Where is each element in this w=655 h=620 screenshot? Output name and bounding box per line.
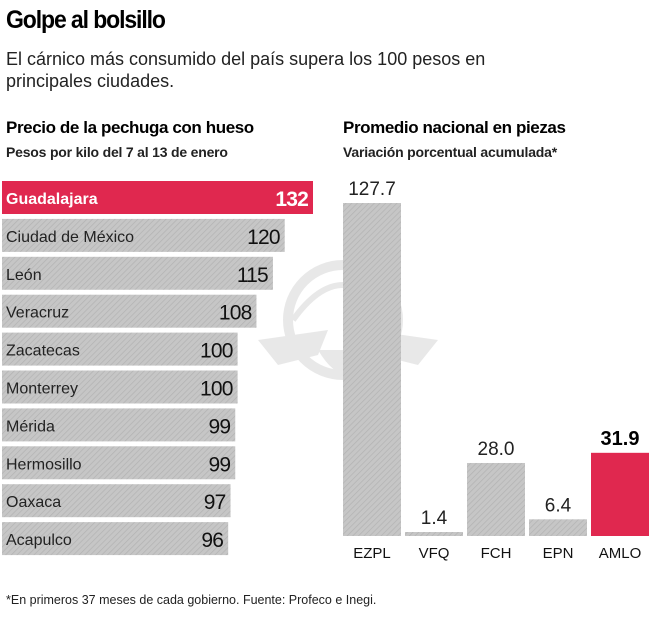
bar-label: León: [6, 267, 42, 284]
bar-value: 97: [204, 491, 226, 514]
page-title: Golpe al bolsillo: [6, 6, 166, 34]
bar-7: [2, 446, 236, 480]
column-value: 6.4: [545, 495, 572, 516]
bar-value: 96: [201, 529, 223, 552]
bar-3: [2, 294, 257, 328]
bar-label: Veracruz: [6, 305, 69, 322]
column-label: EZPL: [353, 545, 391, 562]
right-chart-subtitle: Variación porcentual acumulada*: [343, 144, 557, 160]
column-4: [591, 452, 649, 536]
bar-label: Ciudad de México: [6, 229, 134, 246]
bar-value: 108: [219, 302, 252, 325]
page-subtitle: El cárnico más consumido del país supera…: [6, 49, 486, 91]
bar-5: [2, 370, 238, 404]
column-label: VFQ: [419, 545, 450, 562]
bar-label: Guadalajara: [6, 191, 98, 208]
column-3: [529, 519, 587, 536]
right-chart-title: Promedio nacional en piezas: [343, 118, 566, 137]
bar-9: [2, 522, 229, 556]
bar-4: [2, 332, 238, 366]
column-label: EPN: [543, 545, 574, 562]
bar-1: [2, 218, 285, 252]
column-2: [467, 462, 525, 536]
column-label: FCH: [481, 545, 512, 562]
bar-label: Hermosillo: [6, 456, 82, 473]
bar-8: [2, 484, 231, 518]
bar-label: Mérida: [6, 418, 55, 435]
bar-label: Oaxaca: [6, 494, 61, 511]
bar-label: Monterrey: [6, 381, 78, 398]
footnote: *En primeros 37 meses de cada gobierno. …: [6, 593, 377, 607]
column-value: 31.9: [601, 428, 640, 450]
column-value: 127.7: [348, 179, 396, 200]
bar-0: [2, 181, 313, 214]
bar-value: 132: [275, 188, 308, 211]
bar-2: [2, 256, 273, 290]
bar-label: Zacatecas: [6, 343, 80, 360]
eagle-seal-watermark: [258, 260, 438, 380]
bar-value: 99: [208, 415, 230, 438]
bar-value: 100: [200, 340, 233, 363]
column-value: 1.4: [421, 508, 448, 529]
bar-value: 100: [200, 378, 233, 401]
column-1: [405, 532, 463, 536]
column-value: 28.0: [478, 439, 515, 460]
left-chart-subtitle: Pesos por kilo del 7 al 13 de enero: [6, 144, 228, 160]
left-chart-title: Precio de la pechuga con hueso: [6, 118, 254, 137]
bar-value: 99: [208, 453, 230, 476]
bar-6: [2, 408, 236, 442]
column-label: AMLO: [599, 545, 642, 562]
bar-label: Acapulco: [6, 532, 72, 549]
